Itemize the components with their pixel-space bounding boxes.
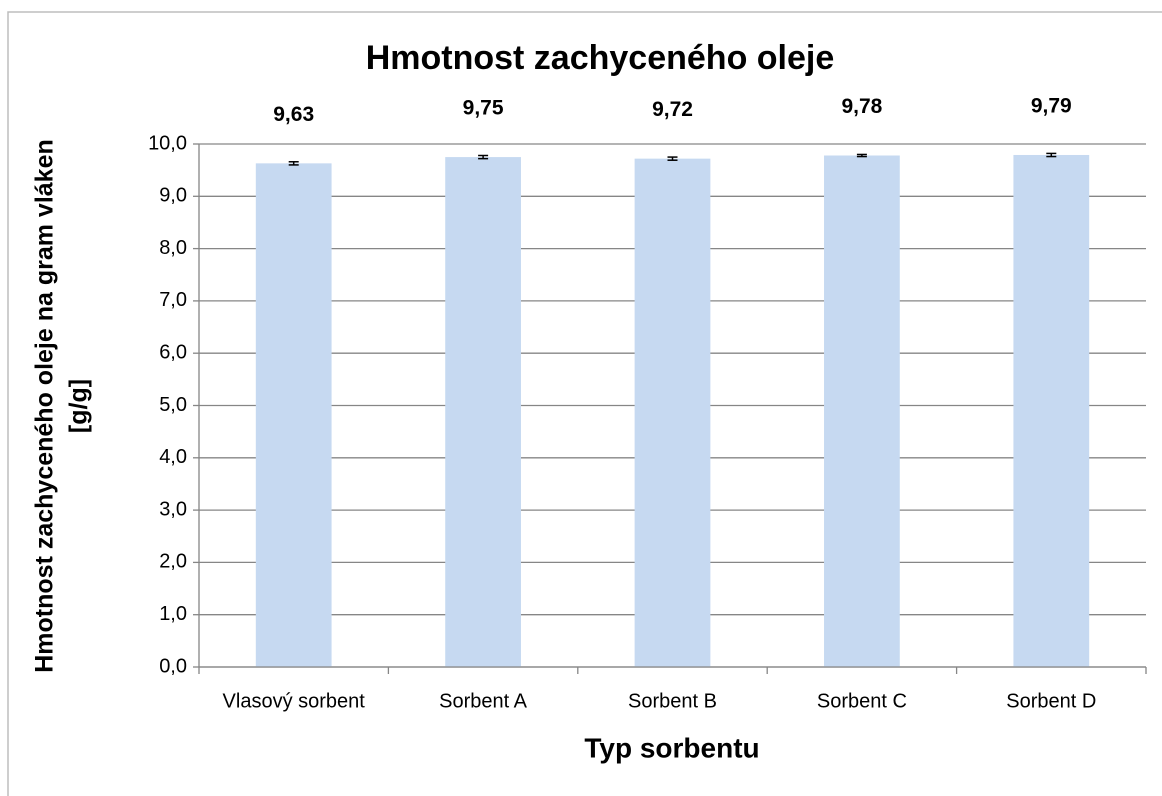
y-tick-label: 2,0	[159, 551, 187, 573]
x-tick-label: Sorbent A	[439, 690, 528, 712]
x-tick-label: Sorbent D	[1006, 690, 1096, 712]
y-axis-title-line: [g/g]	[65, 379, 93, 433]
y-axis-title: Hmotnost zachyceného oleje na gram vláke…	[31, 139, 93, 673]
x-axis-title: Typ sorbentu	[584, 732, 759, 763]
y-axis-title-line: Hmotnost zachyceného oleje na gram vláke…	[31, 139, 59, 673]
chart-frame	[7, 11, 1162, 796]
x-tick-label: Sorbent C	[817, 690, 907, 712]
y-tick-label: 3,0	[159, 498, 187, 520]
y-tick-label: 6,0	[159, 341, 187, 363]
x-tick-label: Vlasový sorbent	[223, 690, 366, 712]
y-tick-label: 7,0	[159, 289, 187, 311]
bar	[1013, 154, 1090, 667]
data-label: 9,72	[652, 98, 693, 121]
bar	[824, 155, 900, 668]
y-tick-label: 8,0	[159, 237, 187, 259]
y-tick-label: 9,0	[159, 185, 187, 207]
chart-title: Hmotnost zachyceného oleje	[366, 39, 835, 77]
x-tick-label: Sorbent B	[628, 690, 717, 712]
data-label: 9,79	[1031, 95, 1072, 118]
data-label: 9,63	[273, 103, 314, 126]
bar	[634, 158, 711, 668]
y-tick-label: 10,0	[148, 132, 187, 154]
y-tick-label: 5,0	[159, 394, 187, 416]
bar	[255, 163, 332, 667]
bar	[445, 157, 521, 667]
y-tick-label: 4,0	[159, 446, 187, 468]
y-tick-label: 0,0	[159, 655, 187, 677]
y-tick-label: 1,0	[159, 603, 187, 625]
data-label: 9,78	[841, 95, 882, 118]
data-label: 9,75	[463, 97, 504, 120]
